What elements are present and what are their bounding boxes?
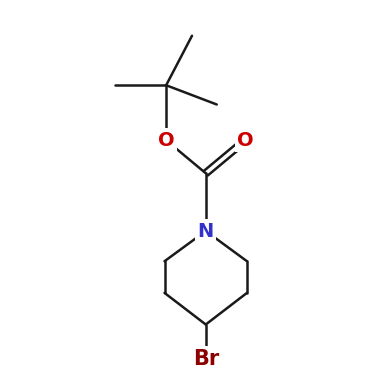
Text: Br: Br	[193, 348, 219, 368]
Text: N: N	[198, 221, 214, 241]
Text: O: O	[237, 131, 254, 150]
Text: O: O	[158, 131, 174, 150]
